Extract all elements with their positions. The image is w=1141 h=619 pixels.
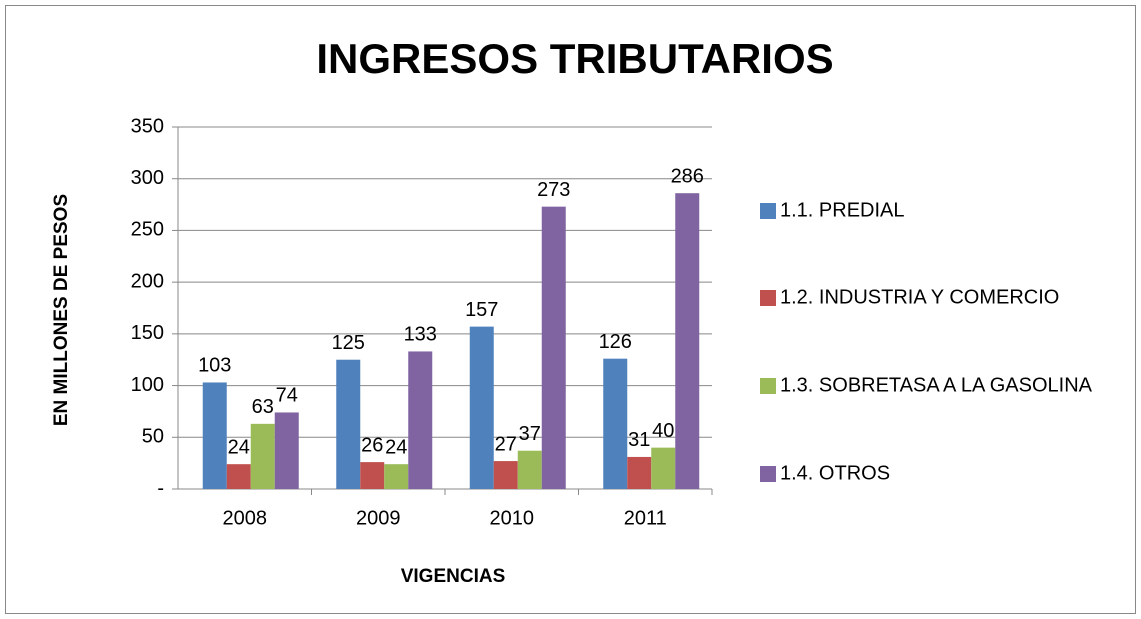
legend-label: 1.3. SOBRETASA A LA GASOLINA (780, 374, 1093, 396)
bar (202, 382, 227, 489)
bar (360, 462, 385, 489)
data-label: 31 (628, 429, 650, 451)
x-tick-label: 2010 (490, 507, 535, 529)
legend-label: 1.1. PREDIAL (780, 199, 905, 221)
data-label: 24 (385, 436, 407, 458)
data-label: 157 (465, 299, 498, 321)
y-tick-label: 300 (131, 167, 164, 189)
chart-title: INGRESOS TRIBUTARIOS (316, 35, 833, 82)
data-label: 27 (495, 433, 517, 455)
legend-swatch (760, 466, 776, 482)
x-tick-label: 2011 (624, 507, 667, 529)
data-label: 103 (198, 355, 231, 377)
data-label: 26 (361, 434, 383, 456)
bar (651, 447, 676, 489)
y-tick-label: 200 (131, 270, 164, 292)
legend-label: 1.2. INDUSTRIA Y COMERCIO (780, 286, 1059, 308)
data-label: 125 (332, 332, 365, 354)
x-tick-label: 2008 (223, 507, 268, 529)
data-label: 40 (652, 420, 674, 442)
y-axis-label: EN MILLONES DE PESOS (51, 194, 72, 426)
x-axis-label: VIGENCIAS (401, 566, 506, 587)
y-tick-label: 150 (131, 322, 164, 344)
y-tick-label: 100 (131, 374, 164, 396)
bar (336, 359, 361, 489)
data-label: 133 (404, 324, 437, 346)
y-tick-label: 350 (131, 115, 164, 137)
data-label: 74 (276, 385, 298, 407)
legend-swatch (760, 290, 776, 306)
data-label: 37 (519, 423, 541, 445)
bar (493, 461, 518, 489)
bar (384, 464, 409, 489)
y-tick-label: 250 (131, 219, 164, 241)
legend-swatch (760, 378, 776, 394)
data-label: 63 (252, 396, 274, 418)
y-tick-label: 50 (142, 426, 164, 448)
bar (408, 351, 433, 489)
x-tick-label: 2009 (356, 507, 401, 529)
bar (469, 326, 494, 489)
bar (675, 193, 700, 490)
bar (541, 206, 566, 489)
bar (226, 464, 251, 489)
bar (250, 423, 275, 489)
data-label: 286 (671, 165, 704, 187)
legend-swatch (760, 203, 776, 219)
bar (627, 456, 652, 489)
legend-label: 1.4. OTROS (780, 462, 890, 484)
chart-border (5, 5, 1136, 614)
bar (517, 450, 542, 489)
y-tick-label: - (157, 477, 164, 499)
bar (274, 412, 299, 489)
data-label: 126 (599, 331, 632, 353)
data-label: 273 (537, 179, 570, 201)
data-label: 24 (228, 436, 250, 458)
bar (603, 358, 628, 489)
